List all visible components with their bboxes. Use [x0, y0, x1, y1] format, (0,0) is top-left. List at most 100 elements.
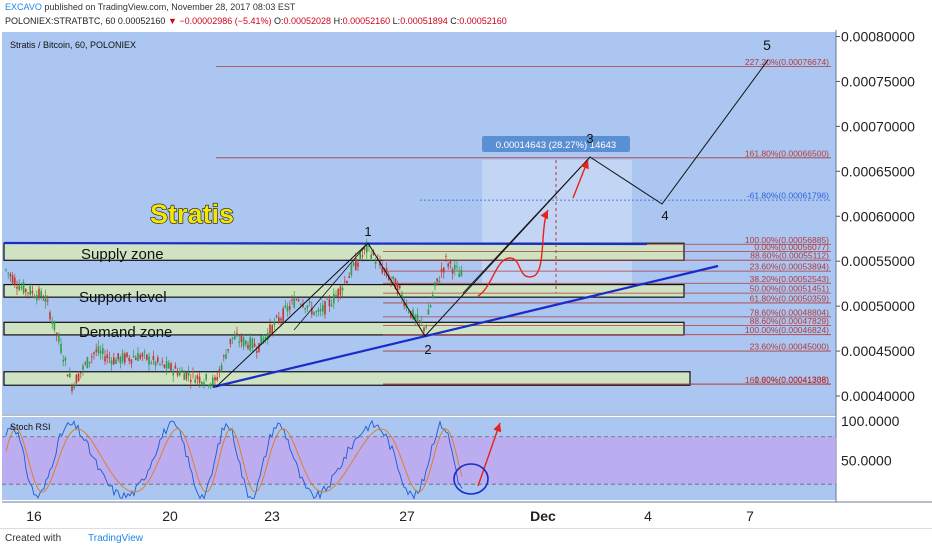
- fib-level-label: 161.80%(0.00041308): [745, 375, 829, 385]
- candle-body: [194, 379, 196, 384]
- rsi-arrow: [477, 422, 502, 487]
- candle-body: [245, 340, 247, 345]
- rsi-tick-label: 100.0000: [841, 413, 900, 429]
- candle-body: [135, 357, 137, 361]
- fib-level-label: 78.60%(0.00048804): [750, 307, 830, 317]
- candle-body: [264, 336, 267, 340]
- y-tick-label: 0.00040000: [841, 388, 915, 404]
- candle-body: [311, 307, 313, 315]
- candle-body: [341, 287, 344, 291]
- candle-body: [339, 286, 342, 296]
- candle-body: [152, 355, 155, 360]
- open-value: 0.00052028: [283, 16, 332, 26]
- candle-body: [25, 289, 27, 292]
- candle-body: [95, 349, 97, 352]
- candle-body: [337, 288, 339, 297]
- candle-body: [234, 335, 236, 340]
- candle-body: [355, 258, 357, 271]
- candle-body: [247, 344, 249, 349]
- x-tick-label: 7: [746, 508, 754, 524]
- candle-body: [137, 352, 139, 361]
- candle-body: [75, 374, 78, 384]
- fib-level-label: 161.80%(0.00066500): [745, 148, 829, 158]
- zone-rect[interactable]: [3, 283, 685, 298]
- candle-body: [93, 352, 95, 354]
- candle-body: [88, 361, 91, 364]
- measure-box: [482, 160, 632, 293]
- candle-body: [196, 375, 199, 380]
- publish-line: EXCAVO published on TradingView.com, Nov…: [5, 2, 295, 12]
- candle-body: [445, 256, 447, 257]
- measure-label-bg: [482, 136, 630, 152]
- wave-label-5: 5: [763, 37, 771, 53]
- candle-body: [165, 361, 168, 369]
- zone-rect[interactable]: [3, 371, 691, 386]
- candle-body: [350, 265, 353, 276]
- candle-body: [205, 373, 207, 380]
- candle-body: [161, 360, 163, 363]
- candle-body: [412, 309, 414, 320]
- candle-body: [203, 382, 205, 386]
- candle-body: [115, 359, 117, 364]
- candle-body: [185, 372, 188, 380]
- ohlc-line: POLONIEX:STRATBTC, 60 0.00052160 ▼ −0.00…: [5, 16, 507, 26]
- wave-label-3: 3: [586, 131, 593, 146]
- candle-body: [300, 304, 302, 305]
- candle-body: [170, 363, 172, 371]
- elliott-wave-path[interactable]: [215, 59, 769, 388]
- footer-bar: Created with TradingView: [0, 528, 932, 551]
- candle-body: [256, 351, 258, 353]
- x-tick-label: 27: [399, 508, 415, 524]
- candle-body: [27, 292, 29, 294]
- candle-body: [352, 262, 355, 266]
- candle-body: [174, 365, 177, 369]
- fib-level-label: 23.60%(0.00053894): [750, 262, 830, 272]
- high-value: 0.00052160: [342, 16, 391, 26]
- candle-body: [326, 298, 328, 300]
- candle-body: [148, 356, 150, 365]
- stoch-k-line: [5, 419, 463, 500]
- candle-body: [218, 369, 221, 372]
- tradingview-link[interactable]: TradingView: [88, 533, 144, 544]
- candle-body: [36, 295, 38, 301]
- candle-body: [216, 377, 218, 381]
- demand-zone-label: Demand zone: [79, 324, 172, 341]
- candle-body: [223, 355, 225, 357]
- author-name[interactable]: EXCAVO: [5, 2, 42, 12]
- candle-body: [425, 325, 427, 328]
- candle-body: [44, 295, 47, 303]
- candle-body: [242, 337, 245, 347]
- rsi-tick-label: 50.0000: [841, 452, 892, 468]
- chart-title: Stratis / Bitcoin, 60, POLONIEX: [10, 40, 136, 50]
- candle-body: [328, 299, 331, 307]
- candle-body: [458, 273, 460, 278]
- supply-top-line[interactable]: [3, 241, 648, 246]
- candle-body: [251, 338, 254, 349]
- price-chart[interactable]: 227.20%(0.00076674) 161.80%(0.00066500) -6…: [0, 30, 932, 530]
- candle-body: [315, 311, 317, 313]
- wave-label-4: 4: [661, 208, 668, 223]
- supply-zone-label: Supply zone: [81, 246, 164, 263]
- candle-body: [313, 311, 315, 315]
- candle-body: [308, 301, 311, 303]
- candle-body: [154, 361, 157, 366]
- wave-label-2: 2: [424, 342, 431, 357]
- y-tick-label: 0.00055000: [841, 253, 915, 269]
- candle-body: [249, 337, 251, 351]
- candle-body: [38, 288, 40, 298]
- candle-body: [363, 248, 366, 250]
- candle-body: [143, 351, 146, 353]
- trend-line[interactable]: [212, 264, 719, 389]
- rsi-highlight-circle: [453, 463, 489, 495]
- candle-body: [335, 295, 337, 296]
- candle-body: [198, 376, 201, 383]
- candle-body: [9, 273, 12, 277]
- measure-label: 0.00014643 (28.27%) 14643: [496, 140, 616, 151]
- y-tick-label: 0.00045000: [841, 343, 915, 359]
- created-with-text: Created with: [5, 533, 62, 544]
- candle-body: [108, 357, 111, 359]
- candle-body: [7, 272, 9, 274]
- candle-body: [370, 254, 372, 259]
- candle-body: [58, 335, 60, 342]
- candle-body: [304, 308, 306, 310]
